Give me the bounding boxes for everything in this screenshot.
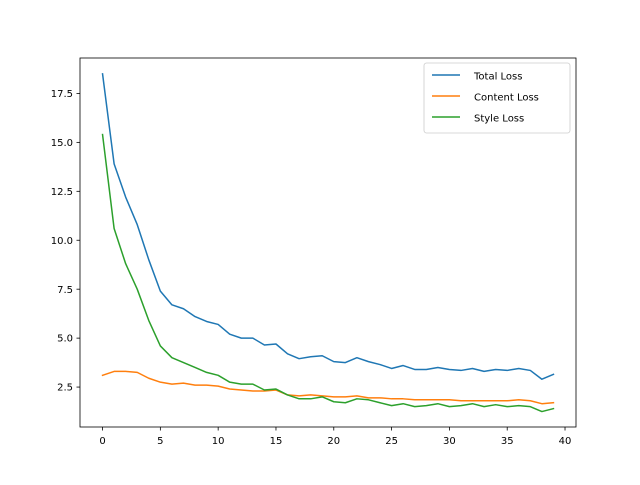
series-line-total-loss	[101, 73, 555, 380]
legend-label-total-loss: Total Loss	[473, 72, 522, 83]
axes-frame	[79, 57, 577, 428]
legend-box	[423, 62, 571, 134]
y-tick-label: 5.0	[57, 334, 73, 345]
axes-layer: 0 5 10 15 20 25 30 35 40 2.5 5.0 7.5 10.0 12.5 15.0 17.…	[51, 57, 577, 447]
y-tick-label: 15.0	[51, 138, 73, 149]
x-tick-label: 40	[559, 436, 572, 447]
x-tick-label: 0	[99, 436, 105, 447]
y-tick-label: 12.5	[51, 187, 73, 198]
series-line-style-loss	[101, 133, 555, 413]
x-tick-label: 35	[501, 436, 514, 447]
x-tick-label: 20	[327, 436, 340, 447]
legend: Total Loss Content Loss Style Loss	[423, 62, 571, 134]
series-line-content-loss	[101, 370, 555, 405]
legend-label-style-loss: Style Loss	[474, 114, 524, 125]
x-tick-label: 5	[157, 436, 163, 447]
legend-label-content-loss: Content Loss	[474, 93, 539, 104]
y-tick-label: 17.5	[51, 89, 73, 100]
y-tick-label: 10.0	[51, 236, 73, 247]
series-layer	[101, 73, 555, 413]
x-tick-label: 25	[385, 436, 398, 447]
y-tick-label: 2.5	[57, 383, 73, 394]
x-tick-label: 10	[212, 436, 225, 447]
x-tick-label: 30	[443, 436, 456, 447]
y-tick-label: 7.5	[57, 285, 73, 296]
x-tick-label: 15	[270, 436, 283, 447]
